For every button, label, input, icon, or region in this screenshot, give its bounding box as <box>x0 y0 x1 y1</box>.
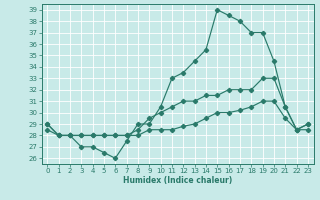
X-axis label: Humidex (Indice chaleur): Humidex (Indice chaleur) <box>123 176 232 185</box>
